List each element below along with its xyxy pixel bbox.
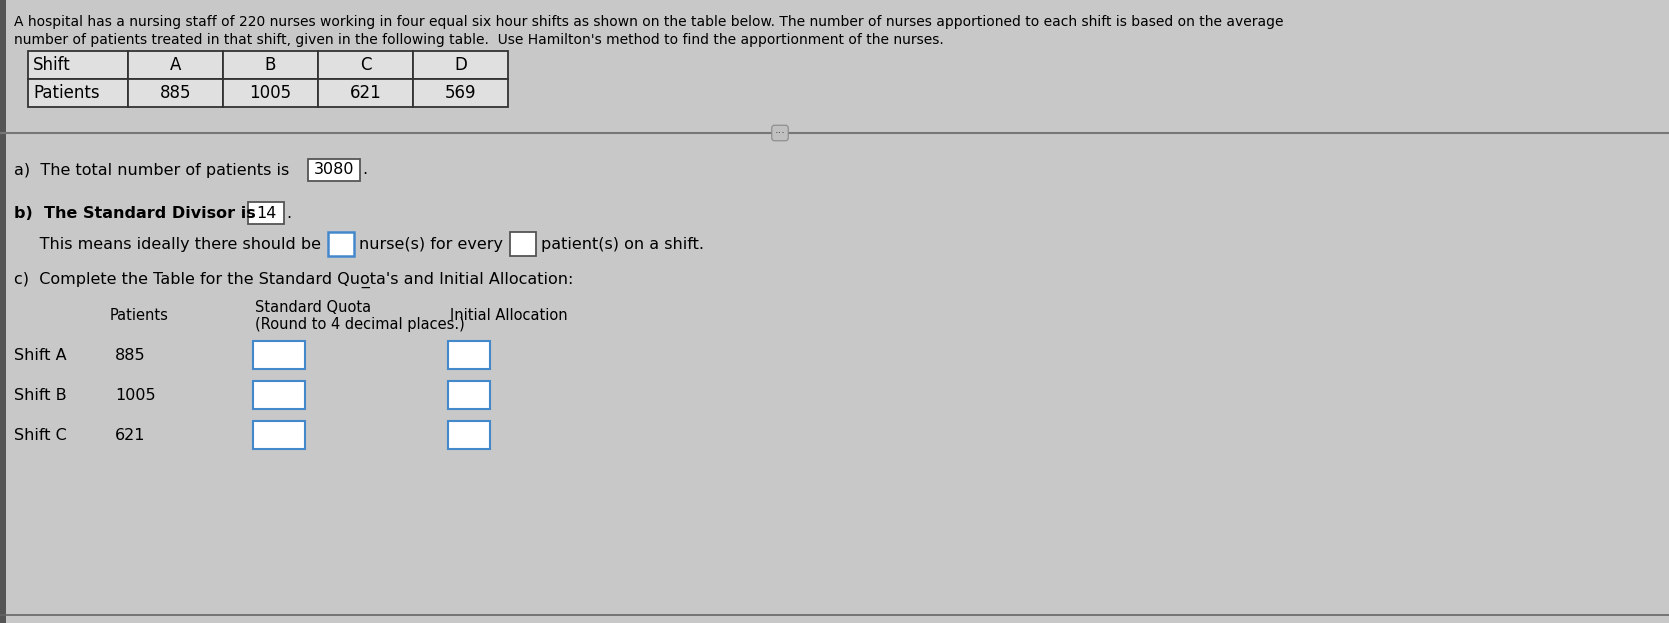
Text: C: C <box>361 56 371 74</box>
Text: Initial Allocation: Initial Allocation <box>451 308 567 323</box>
Text: patient(s) on a shift.: patient(s) on a shift. <box>541 237 704 252</box>
Text: 3080: 3080 <box>314 163 354 178</box>
Text: 885: 885 <box>115 348 145 363</box>
Bar <box>254 381 305 409</box>
Text: This means ideally there should be: This means ideally there should be <box>13 237 320 252</box>
Bar <box>224 79 319 107</box>
Bar <box>254 341 305 369</box>
Bar <box>447 341 491 369</box>
Text: 621: 621 <box>349 84 382 102</box>
Text: Shift: Shift <box>33 56 70 74</box>
Text: 885: 885 <box>160 84 192 102</box>
Text: .: . <box>362 163 367 178</box>
Text: 569: 569 <box>444 84 476 102</box>
Text: Patients: Patients <box>33 84 100 102</box>
Bar <box>447 381 491 409</box>
Text: ···: ··· <box>774 128 786 138</box>
Text: Shift A: Shift A <box>13 348 67 363</box>
Text: 1005: 1005 <box>115 388 155 402</box>
Bar <box>28 79 129 107</box>
Text: b)  The Standard Divisor is: b) The Standard Divisor is <box>13 206 255 221</box>
Text: a)  The total number of patients is: a) The total number of patients is <box>13 163 289 178</box>
Bar <box>309 159 361 181</box>
Text: 14: 14 <box>255 206 275 221</box>
Text: 1005: 1005 <box>249 84 292 102</box>
Text: 621: 621 <box>115 427 145 442</box>
Bar <box>129 51 224 79</box>
Bar <box>412 51 507 79</box>
Bar <box>329 232 354 256</box>
Text: c)  Complete the Table for the Standard Quo̲ta's and Initial Allocation:: c) Complete the Table for the Standard Q… <box>13 272 574 288</box>
Bar <box>511 232 536 256</box>
Text: .: . <box>285 206 290 221</box>
Text: A: A <box>170 56 182 74</box>
Text: D: D <box>454 56 467 74</box>
Text: Shift B: Shift B <box>13 388 67 402</box>
Text: Standard Quota: Standard Quota <box>255 300 371 315</box>
Bar <box>28 51 129 79</box>
Bar <box>319 79 412 107</box>
Bar <box>129 79 224 107</box>
Bar <box>0 0 7 623</box>
Bar <box>254 421 305 449</box>
Bar <box>412 79 507 107</box>
Bar <box>319 51 412 79</box>
Text: (Round to 4 decimal places.): (Round to 4 decimal places.) <box>255 316 464 331</box>
Bar <box>224 51 319 79</box>
Text: number of patients treated in that shift, given in the following table.  Use Ham: number of patients treated in that shift… <box>13 33 943 47</box>
Bar <box>249 202 284 224</box>
Text: A hospital has a nursing staff of 220 nurses working in four equal six hour shif: A hospital has a nursing staff of 220 nu… <box>13 15 1283 29</box>
Text: nurse(s) for every: nurse(s) for every <box>359 237 502 252</box>
Text: B: B <box>265 56 275 74</box>
Text: Shift C: Shift C <box>13 427 67 442</box>
Bar <box>447 421 491 449</box>
Text: Patients: Patients <box>110 308 169 323</box>
